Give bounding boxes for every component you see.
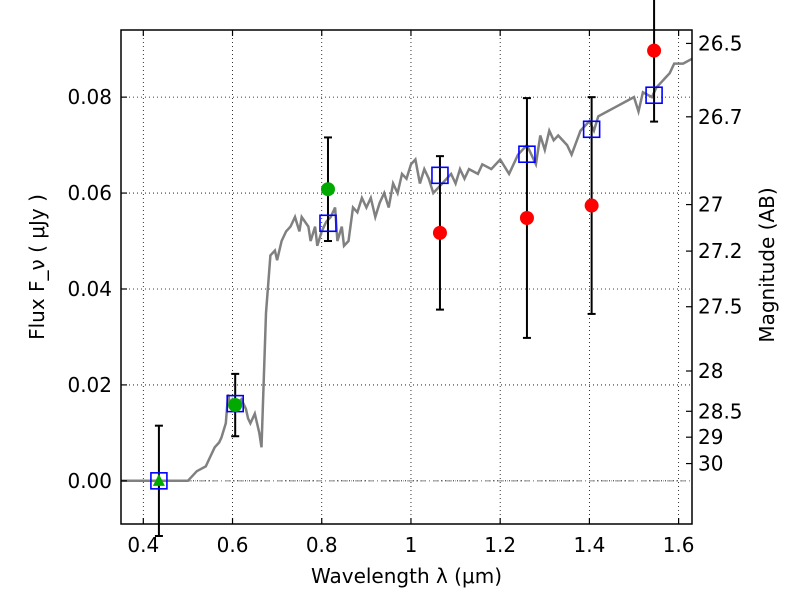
x-axis-title: Wavelength λ (μm) [311, 564, 502, 588]
magnitude-tick-label: 27 [698, 193, 723, 217]
observed-markers [152, 43, 662, 486]
model-square-point [582, 120, 601, 139]
sed-model-line [121, 57, 693, 483]
x-tick-label: 1.2 [484, 533, 516, 557]
y-axis-title: Flux F_ν ( μJy ) [25, 194, 49, 340]
x-tick-label: 0.6 [217, 533, 249, 557]
model-square-point [319, 214, 337, 233]
magnitude-axis-title: Magnitude (AB) [755, 187, 779, 342]
x-tick-labels: 0.4 0.6 0.8 1 1.2 1.4 1.6 [127, 533, 694, 557]
plot-frame [120, 29, 693, 525]
y-tick-label: 0.04 [67, 277, 112, 301]
observed-triangle-point [152, 473, 165, 486]
model-squares [150, 86, 663, 490]
magnitude-tick-label: 26.5 [698, 31, 743, 55]
y-tick-labels: 0.00 0.02 0.04 0.06 0.08 [67, 85, 112, 493]
model-square-point [518, 145, 536, 164]
observed-circle-point [432, 225, 447, 240]
x-tick-label: 1 [405, 533, 418, 557]
x-tick-label: 1.6 [663, 533, 695, 557]
axis-ticks [121, 30, 692, 524]
model-square-point [431, 166, 449, 185]
y-tick-label: 0.08 [67, 85, 112, 109]
y-tick-label: 0.02 [67, 373, 112, 397]
observed-circle-point [647, 43, 662, 58]
x-tick-label: 0.4 [127, 533, 159, 557]
model-square-point [150, 472, 168, 490]
magnitude-tick-labels: 26.5 26.7 27 27.2 27.5 28 28.529 30 [698, 31, 743, 475]
observed-circle-point [519, 211, 534, 226]
magnitude-tick-label: 28 [698, 359, 723, 383]
x-tick-label: 1.4 [573, 533, 605, 557]
magnitude-tick-label: 28.5 [698, 399, 743, 423]
magnitude-tick-label: 29 [698, 425, 723, 449]
observed-circle-point [584, 198, 599, 213]
model-square-point [645, 86, 663, 105]
x-tick-label: 0.8 [306, 533, 338, 557]
magnitude-tick-label: 27.2 [698, 239, 743, 263]
observed-circle-point [228, 398, 243, 413]
observed-circle-point [320, 182, 335, 197]
magnitude-tick-label: 30 [698, 452, 723, 476]
y-tick-label: 0.00 [67, 469, 112, 493]
magnitude-tick-label: 27.5 [698, 295, 743, 319]
magnitude-tick-label: 26.7 [698, 105, 743, 129]
y-tick-label: 0.06 [67, 181, 112, 205]
